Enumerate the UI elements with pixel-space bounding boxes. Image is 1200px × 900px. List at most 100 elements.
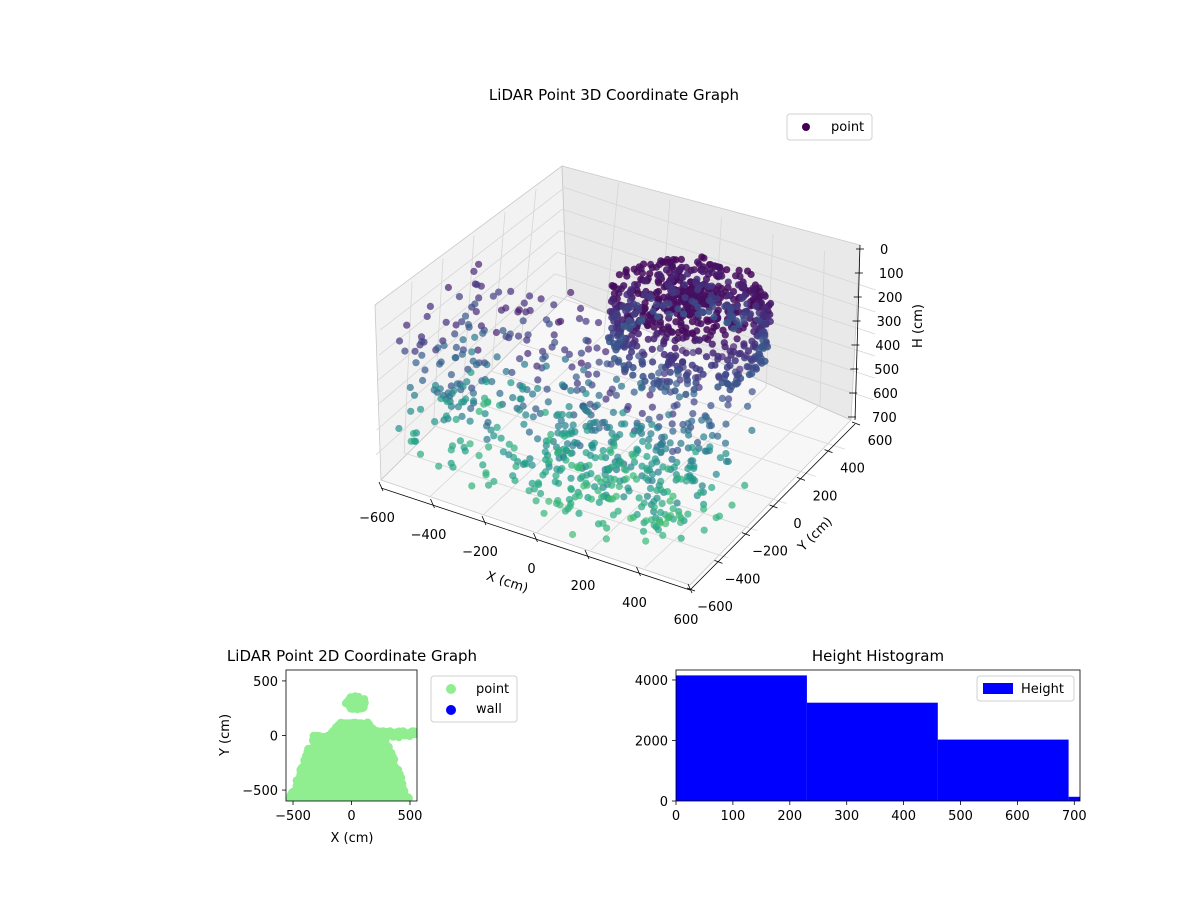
point-2d [332, 794, 341, 801]
point-3d [636, 318, 644, 326]
point-3d [620, 465, 628, 473]
point-3d [444, 283, 452, 292]
point-3d [606, 338, 614, 346]
point-3d [529, 413, 537, 421]
x-tick-label: 0 [527, 562, 535, 577]
ticks-2d: −500 0 500 −500 0 500 [242, 675, 422, 824]
point-3d [720, 339, 728, 347]
point-3d [490, 432, 498, 440]
point-3d [732, 272, 740, 280]
point-3d [566, 502, 574, 511]
point-3d [582, 336, 590, 344]
point-3d [690, 398, 698, 406]
point-3d [655, 295, 663, 303]
point-3d [515, 406, 524, 414]
point-3d [677, 534, 685, 542]
legend-3d: point [786, 113, 873, 141]
point-3d [598, 493, 606, 501]
chart-3d-title: LiDAR Point 3D Coordinate Graph [489, 86, 739, 104]
point-3d [749, 284, 757, 292]
histogram-legend-label: Height [1021, 682, 1064, 697]
point-3d [619, 409, 627, 417]
histogram-bar [1068, 796, 1080, 801]
point-2d [388, 732, 397, 741]
histogram-x-tick-label: 400 [891, 809, 916, 824]
point-2d [367, 751, 376, 760]
point-3d [705, 422, 714, 430]
point-3d [674, 305, 682, 313]
point-3d [395, 337, 404, 345]
point-3d [541, 468, 550, 476]
point-3d [738, 294, 746, 303]
point-3d [708, 483, 716, 492]
point-3d [585, 461, 593, 469]
point-3d [620, 493, 628, 501]
point-3d [741, 354, 749, 362]
point-2d [346, 741, 355, 750]
point-3d [639, 527, 648, 535]
point-3d [556, 501, 564, 509]
grid-line [552, 295, 875, 401]
point-2d [377, 774, 386, 783]
point-3d [470, 267, 478, 275]
y-tick-label: 600 [868, 434, 893, 449]
point-2d [348, 780, 357, 789]
point-3d [708, 431, 717, 440]
point-3d [492, 328, 500, 337]
y-tick [769, 504, 778, 509]
point-3d [561, 355, 570, 363]
point-3d [496, 389, 504, 397]
point-3d [744, 267, 752, 275]
point-3d [585, 379, 593, 387]
point-3d [608, 481, 616, 489]
point-3d [654, 313, 662, 321]
point-3d [695, 260, 703, 268]
point-3d [723, 301, 731, 309]
point-3d [509, 394, 517, 402]
point-3d [603, 360, 611, 368]
point-3d [723, 319, 731, 327]
point-3d [652, 446, 660, 454]
x-axis-line [380, 487, 691, 591]
point-3d [722, 420, 730, 428]
point-2d [342, 768, 351, 777]
point-3d [631, 281, 639, 289]
point-3d [673, 401, 681, 409]
point-3d [619, 334, 627, 342]
histogram-x-tick-label: 600 [1005, 809, 1030, 824]
point-3d [714, 432, 722, 440]
point-3d [638, 409, 646, 418]
point-3d [702, 353, 711, 361]
point-3d [475, 294, 483, 302]
point-3d [630, 388, 638, 396]
point-3d [612, 492, 620, 500]
histogram-y-tick-label: 0 [660, 795, 668, 810]
point-3d [660, 301, 668, 310]
point-2d [313, 792, 322, 801]
histogram-title: Height Histogram [812, 647, 944, 665]
point-3d [610, 435, 618, 443]
point-2d [373, 729, 382, 738]
point-3d [676, 265, 684, 273]
point-3d [519, 385, 527, 393]
point-3d [725, 395, 733, 403]
point-3d [598, 453, 606, 461]
point-3d [726, 310, 734, 318]
point-3d [661, 387, 669, 395]
x-tick-label: 600 [674, 613, 699, 628]
point-3d [630, 458, 639, 466]
point-3d [649, 307, 657, 315]
point-3d [580, 366, 588, 374]
point-2d [306, 754, 315, 763]
point-3d [557, 317, 565, 325]
point-3d [617, 382, 626, 390]
point-3d [550, 331, 558, 339]
point-2d [372, 743, 381, 752]
point-3d [495, 288, 503, 296]
point-3d [629, 371, 637, 379]
point-3d [573, 379, 582, 387]
point-3d [639, 372, 647, 381]
point-3d [656, 413, 664, 421]
point-3d [461, 312, 470, 320]
z-tick-label: 100 [879, 267, 904, 282]
